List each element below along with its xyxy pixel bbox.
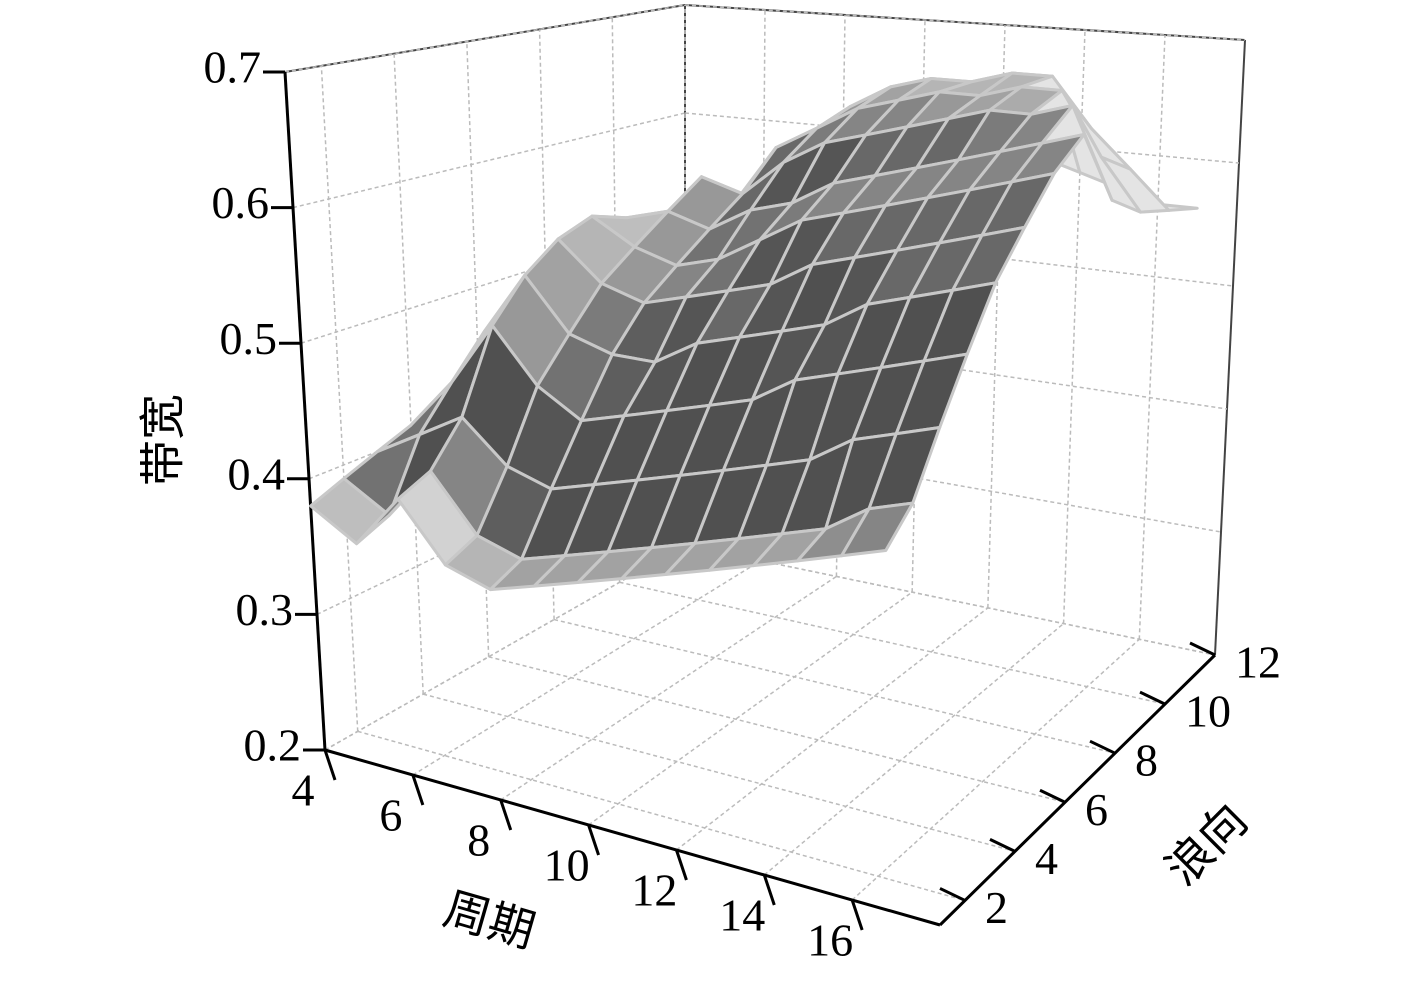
grid-line [412,560,762,776]
z-tick-label: 0.2 [244,720,302,771]
y-tick [989,838,1016,853]
x-tick-label: 6 [379,790,402,841]
y-tick-label: 8 [1135,735,1158,786]
grid-line [466,41,490,657]
grid-line [393,53,424,695]
x-tick [323,749,337,781]
z-tick-label: 0.6 [212,177,270,228]
grid-line [284,4,686,73]
grid-line [619,581,1166,705]
z-axis [283,71,327,751]
grid-line [684,544,1216,656]
z-tick-label: 0.4 [228,448,286,499]
grid-line [763,622,1065,876]
grid-line [422,693,1016,853]
grid-line [851,638,1140,901]
y-tick-label: 6 [1085,784,1108,835]
x-tick [850,899,864,931]
x-tick-label: 4 [292,765,315,816]
grid-line [488,656,1066,803]
grid-line [588,591,913,826]
y-axis-title: 浪向 [1156,794,1257,895]
x-axis-title: 周期 [438,883,540,957]
y-tick-label: 2 [985,882,1008,933]
x-tick [762,874,776,906]
y-tick-label: 10 [1185,686,1231,737]
z-tick-label: 0.3 [236,584,294,635]
z-tick-label: 0.7 [204,42,262,93]
y-tick [1089,739,1116,755]
x-tick-label: 8 [467,815,490,866]
grid-line [1062,29,1086,624]
x-tick [675,849,688,881]
grid-line [675,607,989,851]
surface-patch [840,501,915,558]
y-axis [938,653,1217,927]
z-tick-label: 0.5 [220,313,278,364]
x-tick [587,824,600,856]
grid-line [500,575,837,801]
grid-line [553,618,1116,754]
x-axis [324,748,941,927]
grid-line [292,112,686,209]
y-tick-label: 12 [1235,637,1281,688]
grid-line [684,112,1240,164]
y-tick [939,887,966,902]
x-tick-label: 14 [719,890,765,941]
x-tick [411,774,425,806]
wall-edge [1214,39,1246,656]
x-tick [499,799,513,831]
y-tick-label: 4 [1035,833,1058,884]
x-tick-label: 10 [544,840,590,891]
y-tick [1189,641,1216,657]
y-tick [1139,690,1166,706]
x-tick-label: 16 [807,915,853,966]
z-axis-title: 带宽 [138,394,189,486]
grid-line [684,4,1246,41]
grid-line [357,730,966,902]
x-tick-label: 12 [631,865,677,916]
y-tick [1039,788,1066,804]
grid-line [320,65,359,732]
grid-line [1138,34,1166,640]
